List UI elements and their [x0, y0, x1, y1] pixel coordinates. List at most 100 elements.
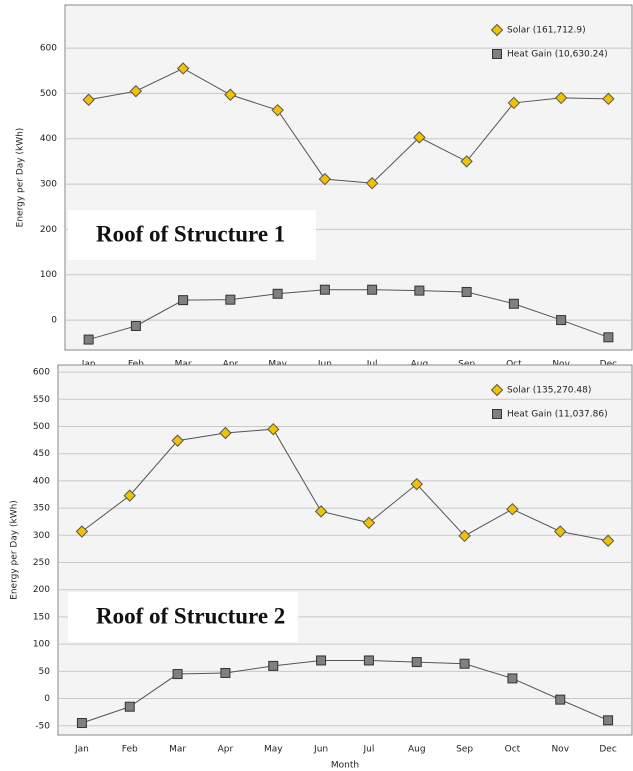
y-tick-label: 300 — [40, 180, 57, 190]
y-tick-label: 400 — [40, 134, 57, 144]
x-axis-label: Month — [331, 761, 359, 771]
marker-diamond — [554, 525, 567, 538]
y-tick-label: 250 — [33, 558, 50, 568]
annotation: Roof of Structure 1 — [96, 221, 285, 246]
y-axis-label: Energy per Day (kWh) — [10, 500, 20, 600]
marker-square — [414, 285, 425, 296]
marker-diamond — [460, 155, 473, 168]
legend-label: Solar (161,712.9) — [507, 26, 586, 36]
y-tick-label: 100 — [40, 270, 57, 280]
marker-square — [268, 660, 279, 671]
x-tick-label: Aug — [408, 745, 426, 755]
y-tick-label: 600 — [33, 368, 50, 378]
marker-diamond — [314, 505, 328, 518]
marker-diamond — [129, 84, 143, 98]
marker-square — [556, 315, 567, 326]
x-tick-label: Jun — [313, 745, 328, 755]
marker-diamond — [506, 502, 519, 516]
annotation-box — [68, 592, 298, 642]
y-tick-label: 0 — [44, 694, 50, 704]
marker-square — [459, 658, 470, 669]
y-tick-label: 300 — [33, 531, 50, 541]
marker-square — [178, 295, 189, 306]
y-axis-label: Energy per Day (kWh) — [16, 128, 26, 228]
legend-label: Heat Gain (10,630.24) — [507, 50, 608, 60]
marker-square — [172, 669, 183, 680]
marker-square — [603, 332, 614, 343]
marker-diamond — [82, 93, 95, 106]
x-tick-label: Nov — [551, 745, 569, 755]
marker-square — [363, 655, 374, 666]
marker-square — [603, 715, 614, 726]
y-tick-label: 50 — [39, 667, 51, 677]
marker-diamond — [413, 131, 426, 144]
marker-square — [319, 284, 330, 295]
x-tick-label: Oct — [505, 745, 521, 755]
x-tick-label: Jul — [362, 745, 374, 755]
marker-square — [83, 334, 94, 345]
marker-square — [367, 284, 378, 295]
marker-square — [130, 320, 141, 331]
annotation-box — [68, 210, 316, 260]
marker-square — [461, 286, 472, 297]
y-tick-label: 200 — [40, 225, 57, 235]
series-line — [81, 428, 609, 542]
marker-diamond — [602, 92, 615, 106]
y-tick-label: 500 — [40, 89, 57, 99]
y-tick-label: 150 — [33, 612, 50, 622]
marker-square — [507, 673, 518, 684]
marker-square — [508, 298, 519, 309]
y-tick-label: 550 — [33, 395, 50, 405]
marker-square — [220, 667, 231, 678]
x-tick-label: Apr — [218, 745, 234, 755]
x-tick-label: Feb — [122, 745, 138, 755]
marker-square — [272, 288, 283, 299]
marker-diamond — [75, 525, 89, 538]
marker-square — [124, 701, 135, 712]
x-tick-label: Dec — [599, 745, 616, 755]
marker-square — [76, 718, 87, 729]
marker-square — [225, 294, 236, 305]
x-tick-label: May — [264, 745, 283, 755]
marker-diamond — [507, 96, 521, 110]
marker-diamond — [365, 176, 379, 190]
marker-diamond — [219, 426, 232, 440]
y-tick-label: 0 — [51, 316, 57, 326]
x-tick-label: Jan — [74, 745, 89, 755]
y-tick-label: 600 — [40, 44, 57, 54]
x-tick-label: Sep — [456, 745, 473, 755]
y-tick-label: 400 — [33, 476, 50, 486]
legend-label: Solar (135,270.48) — [507, 386, 591, 396]
marker-square — [492, 409, 502, 419]
marker-diamond — [601, 534, 615, 547]
marker-diamond — [224, 88, 237, 101]
marker-square — [555, 694, 566, 705]
series-line — [88, 67, 609, 184]
y-tick-label: 350 — [33, 504, 50, 514]
marker-diamond — [171, 434, 184, 447]
series-line — [88, 289, 609, 341]
marker-square — [492, 49, 502, 59]
marker-diamond — [123, 489, 136, 502]
x-tick-label: Mar — [169, 745, 186, 755]
series-line — [81, 659, 609, 724]
marker-diamond — [267, 422, 280, 436]
marker-diamond — [490, 23, 504, 37]
marker-diamond — [271, 103, 284, 117]
marker-diamond — [554, 91, 568, 105]
marker-diamond — [490, 383, 504, 397]
marker-diamond — [458, 529, 471, 543]
legend-label: Heat Gain (11,037.86) — [507, 410, 608, 420]
y-tick-label: 200 — [33, 585, 50, 595]
marker-diamond — [176, 62, 190, 75]
plot-area — [57, 364, 633, 736]
marker-diamond — [410, 477, 423, 491]
plot-area — [64, 4, 633, 351]
y-tick-label: 500 — [33, 422, 50, 432]
y-tick-label: 450 — [33, 449, 50, 459]
y-tick-label: 100 — [33, 640, 50, 650]
marker-square — [411, 657, 422, 668]
marker-diamond — [318, 172, 332, 186]
marker-diamond — [362, 516, 376, 530]
